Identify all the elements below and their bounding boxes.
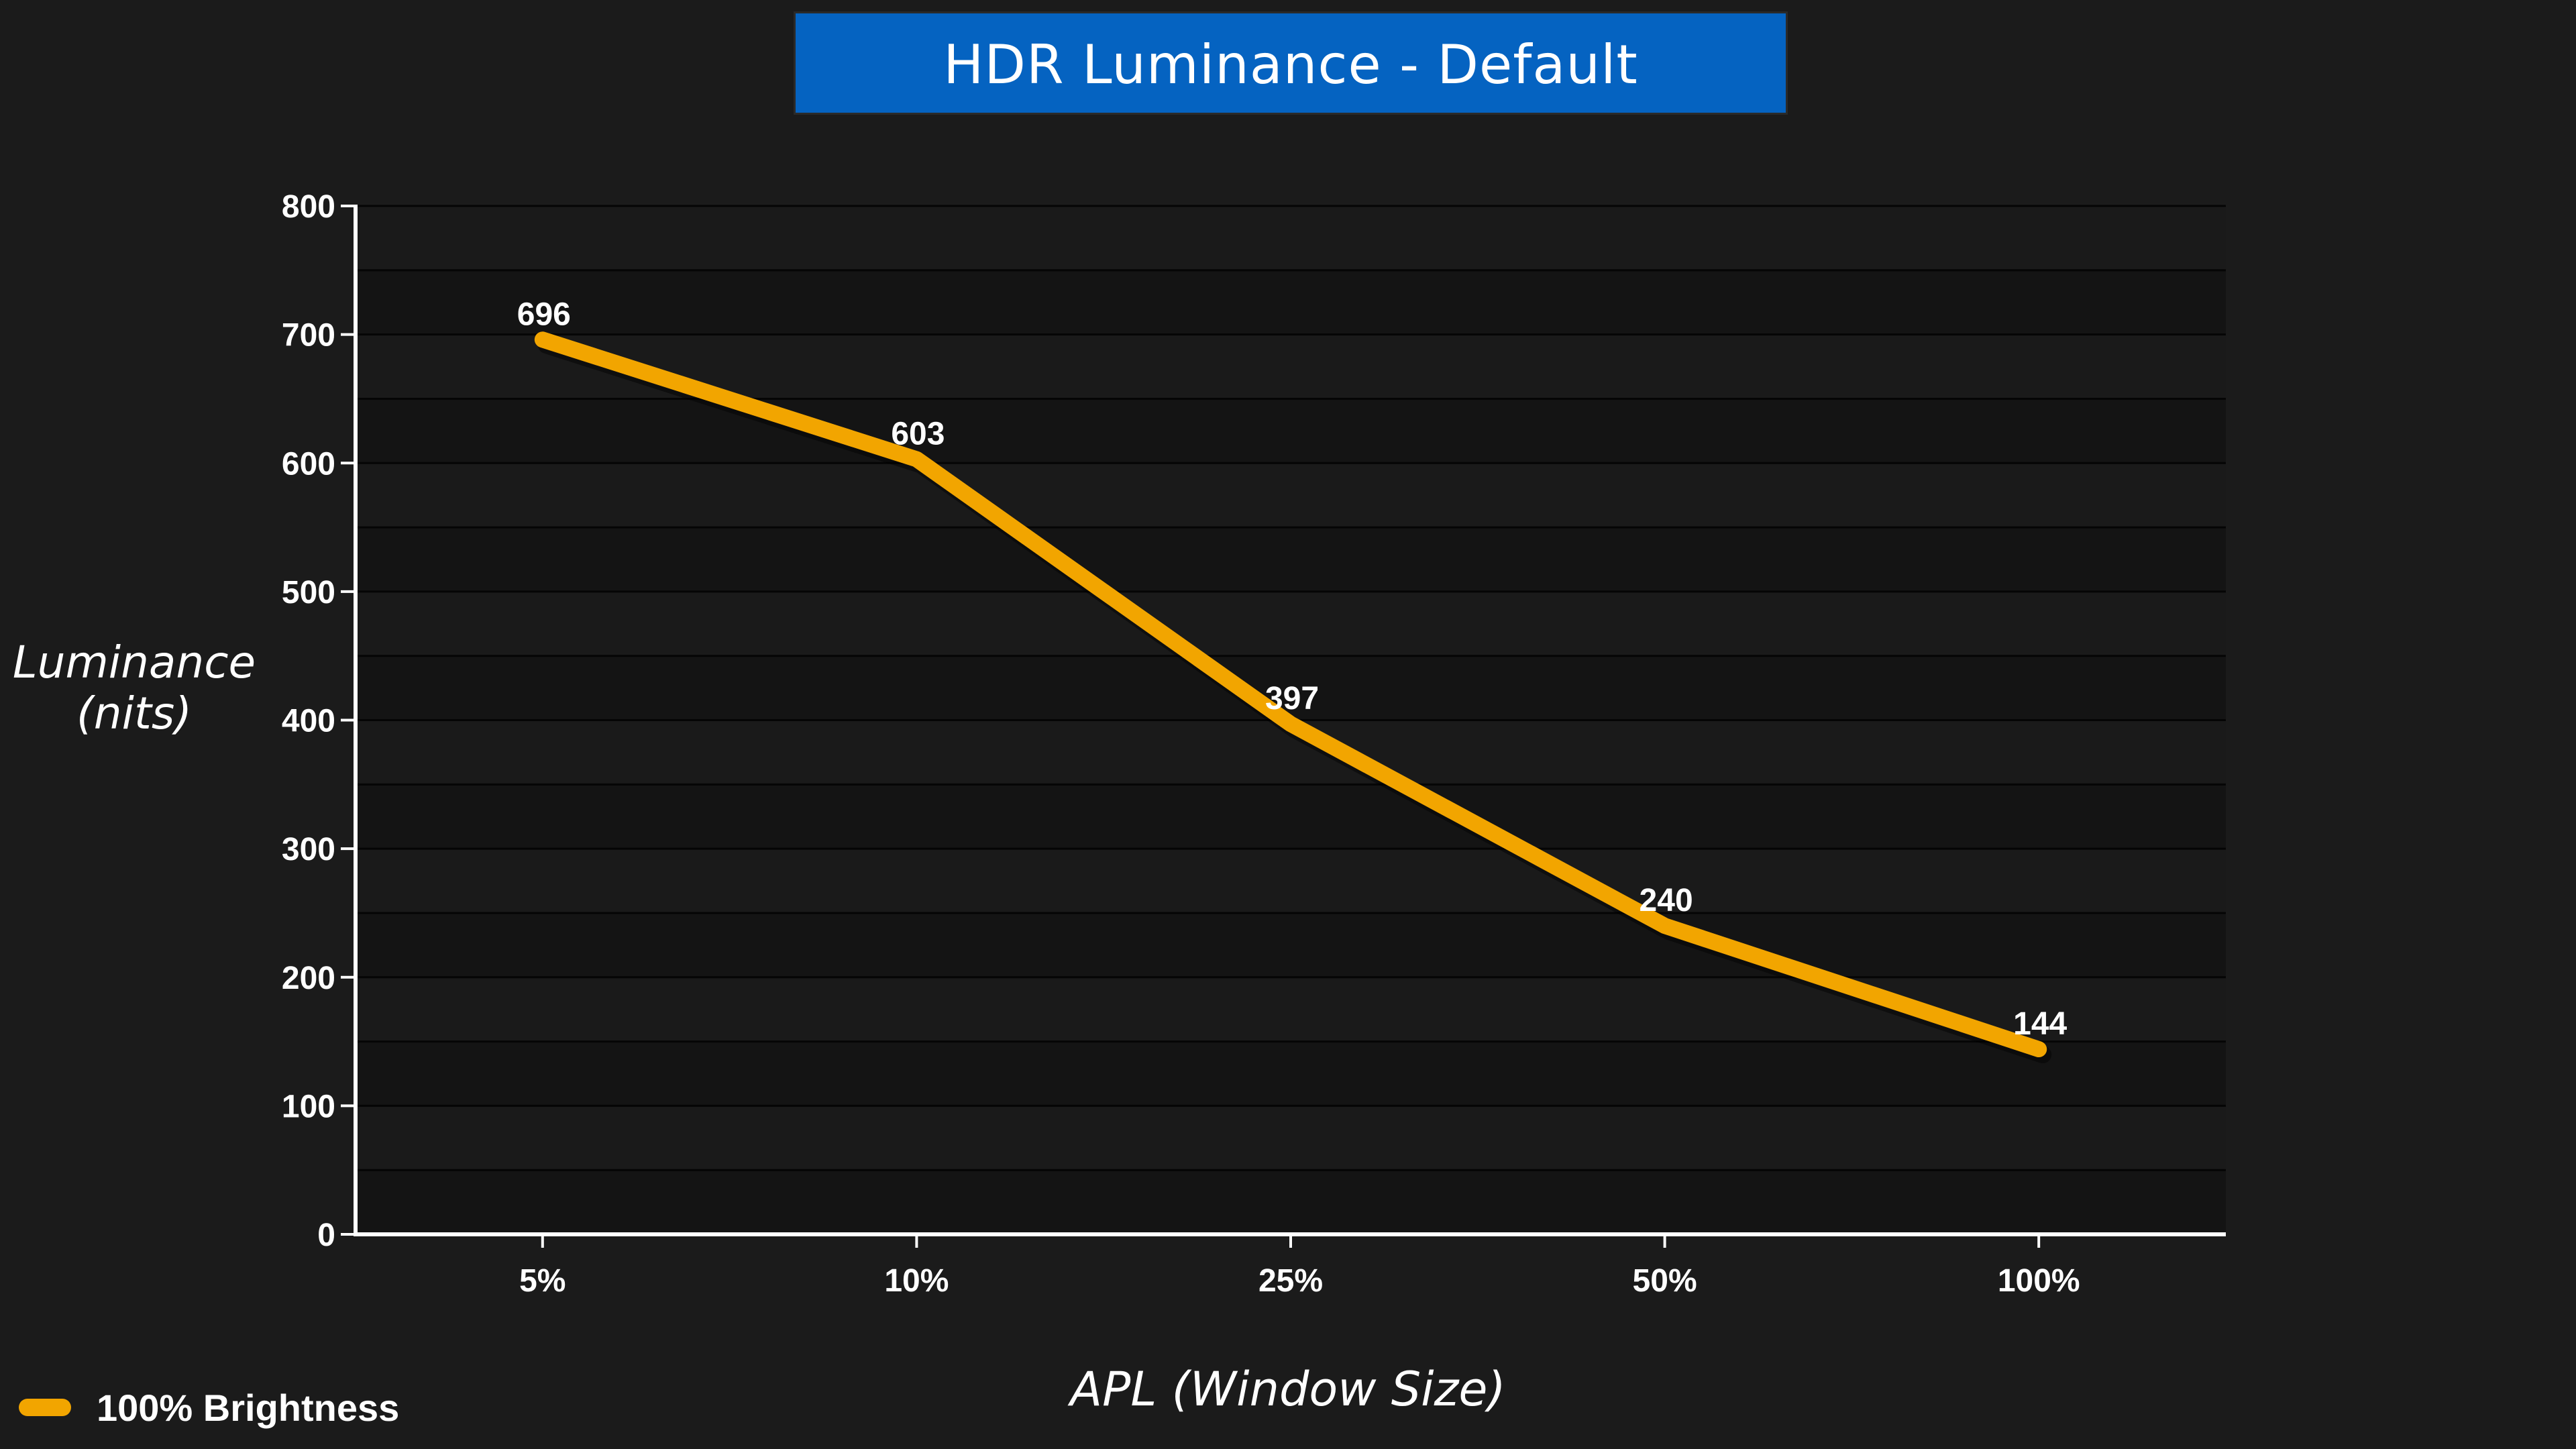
y-tick-label: 700 <box>282 318 335 354</box>
y-tick-label: 500 <box>282 575 335 610</box>
y-tick-label: 800 <box>282 189 335 225</box>
plot-band <box>356 334 2226 399</box>
y-ticks: 0 100 200 300 400 500 600 700 800 <box>282 189 356 1253</box>
y-tick-label: 200 <box>282 961 335 996</box>
y-tick-label: 600 <box>282 446 335 482</box>
x-ticks: 5% 10% 25% 50% 100% <box>519 1234 2080 1299</box>
x-tick-label: 10% <box>884 1263 949 1299</box>
plot-band <box>356 1170 2226 1234</box>
y-axis-label-line-1: Luminance <box>12 637 256 688</box>
y-axis-label: Luminance (nits) <box>0 637 268 739</box>
data-label: 397 <box>1265 681 1319 716</box>
plot-band <box>356 977 2226 1042</box>
data-point <box>1288 721 1293 727</box>
plot-band <box>356 1041 2226 1106</box>
plot-band <box>356 655 2226 720</box>
legend-swatch <box>19 1399 71 1416</box>
plot-band <box>356 912 2226 977</box>
x-tick-label: 5% <box>519 1263 566 1299</box>
plot-band <box>356 270 2226 335</box>
x-axis-label: APL (Window Size) <box>1070 1362 1506 1417</box>
y-tick-label: 400 <box>282 704 335 739</box>
chart-title: HDR Luminance - Default <box>794 11 1788 115</box>
plot-band <box>356 206 2226 270</box>
data-point <box>539 337 545 343</box>
x-tick-label: 25% <box>1258 1263 1323 1299</box>
data-label: 603 <box>891 417 945 452</box>
y-tick-label: 0 <box>317 1218 335 1253</box>
x-tick-label: 100% <box>1998 1263 2080 1299</box>
plot-band <box>356 1106 2226 1171</box>
data-point <box>2036 1046 2042 1053</box>
plot-band <box>356 527 2226 592</box>
data-labels: 696 603 397 240 144 <box>517 297 2068 1042</box>
plot-band <box>356 398 2226 464</box>
legend-label: 100% Brightness <box>97 1386 400 1429</box>
data-point <box>914 456 920 462</box>
data-label: 696 <box>517 297 571 332</box>
plot-band <box>356 849 2226 913</box>
y-axis-label-line-2: (nits) <box>76 688 192 739</box>
data-point <box>1662 923 1668 929</box>
y-tick-label: 300 <box>282 832 335 867</box>
series-layer <box>534 331 2052 1064</box>
x-tick-label: 50% <box>1633 1263 1697 1299</box>
plot-bands <box>356 206 2226 1234</box>
data-label: 240 <box>1640 883 1693 918</box>
plot-band <box>356 784 2226 849</box>
plot-band <box>356 463 2226 528</box>
plot-band <box>356 591 2226 656</box>
gridlines <box>356 205 2226 1171</box>
legend: 100% Brightness <box>19 1381 399 1434</box>
data-label: 144 <box>2013 1006 2067 1042</box>
y-tick-label: 100 <box>282 1089 335 1124</box>
